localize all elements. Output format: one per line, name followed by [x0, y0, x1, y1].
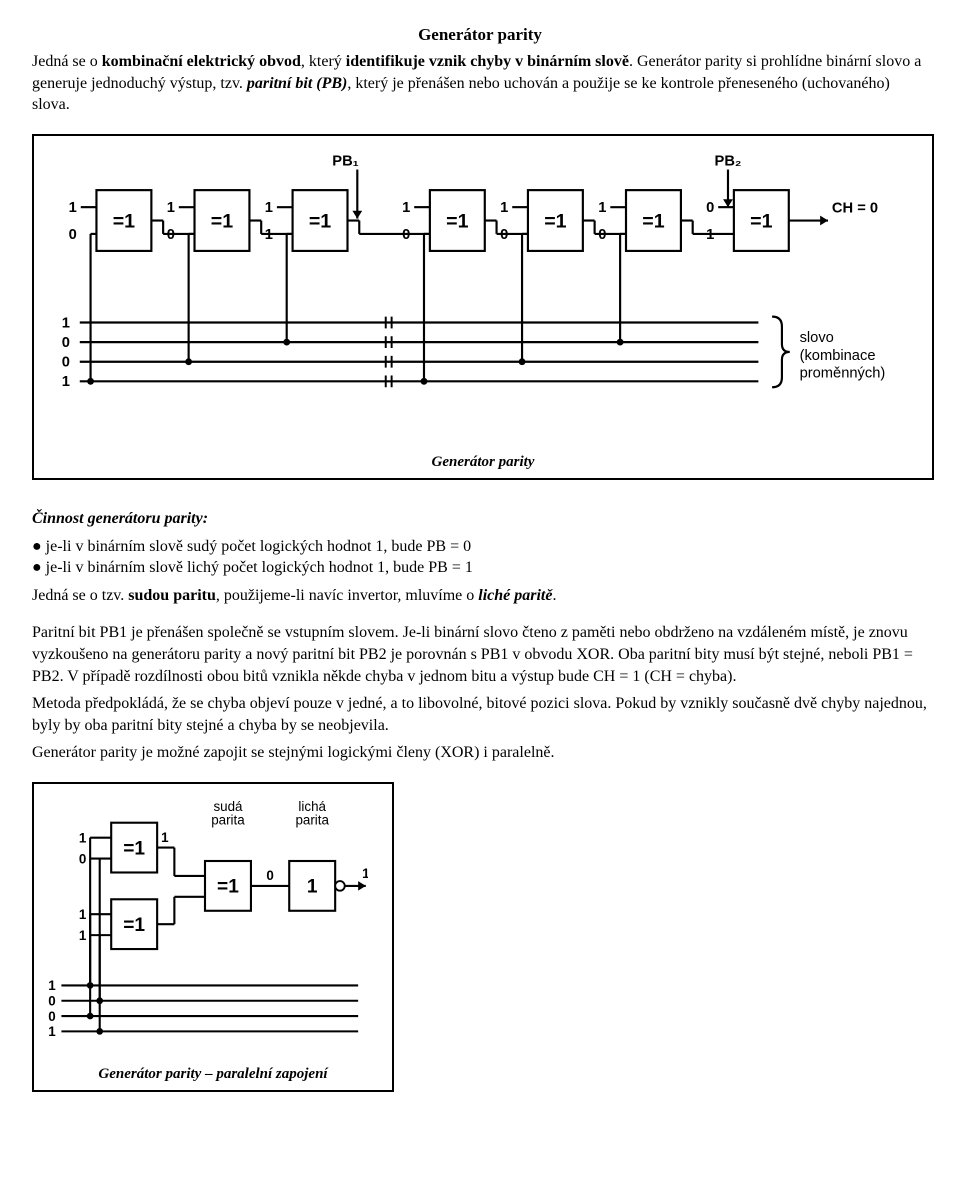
figure-2-svg: =1=1=11sudáparitalicháparita10111011001 — [42, 794, 368, 1062]
activity-l3b: sudou paritu — [128, 587, 216, 604]
svg-text:1: 1 — [402, 200, 410, 216]
intro-t1c: , který — [301, 53, 346, 70]
svg-text:1: 1 — [62, 374, 70, 390]
svg-text:0: 0 — [598, 227, 606, 243]
svg-text:1: 1 — [167, 200, 175, 216]
svg-text:1: 1 — [706, 227, 714, 243]
svg-text:parita: parita — [295, 813, 329, 828]
svg-text:1: 1 — [598, 200, 606, 216]
svg-text:1: 1 — [48, 978, 56, 993]
svg-text:=1: =1 — [123, 915, 145, 936]
svg-text:1: 1 — [79, 928, 87, 943]
intro-t1f: paritní bit (PB) — [247, 75, 347, 92]
explain-p1: Paritní bit PB1 je přenášen společně se … — [32, 622, 928, 687]
svg-text:1: 1 — [307, 876, 318, 897]
activity-b2: je-li v binárním slově lichý počet logic… — [32, 557, 928, 579]
figure-1: =1 =1 =1 =1 =1 =1 =1 1 1 1 1 1 1 0 0 0 1 0 0 0 1 PB₁ PB₂ CH = 0… — [32, 134, 934, 480]
figure-1-svg: =1 =1 =1 =1 =1 =1 =1 1 1 1 1 1 1 0 0 0 1 0 0 0 1 PB₁ PB₂ CH = 0… — [42, 146, 906, 450]
activity-heading: Činnost generátoru parity: — [32, 508, 928, 530]
svg-text:=1: =1 — [544, 210, 566, 232]
svg-text:=1: =1 — [211, 210, 233, 232]
svg-text:PB₁: PB₁ — [332, 153, 358, 169]
svg-text:1: 1 — [265, 227, 273, 243]
svg-text:0: 0 — [266, 868, 273, 883]
svg-text:0: 0 — [62, 335, 70, 351]
svg-text:=1: =1 — [217, 876, 239, 897]
figure-1-caption: Generátor parity — [42, 452, 924, 472]
svg-text:=1: =1 — [642, 210, 664, 232]
svg-text:=1: =1 — [309, 210, 331, 232]
svg-text:1: 1 — [69, 200, 77, 216]
svg-text:0: 0 — [706, 200, 714, 216]
activity-bullets: je-li v binárním slově sudý počet logick… — [32, 536, 928, 579]
svg-text:proměnných): proměnných) — [800, 365, 886, 381]
svg-text:1: 1 — [265, 200, 273, 216]
svg-text:CH = 0: CH = 0 — [832, 200, 878, 216]
page-title: Generátor parity — [32, 24, 928, 47]
svg-text:0: 0 — [500, 227, 508, 243]
activity-l3a: Jedná se o tzv. — [32, 587, 128, 604]
svg-text:1: 1 — [62, 315, 70, 331]
svg-text:slovo: slovo — [800, 330, 834, 346]
svg-text:=1: =1 — [123, 838, 145, 859]
intro-paragraph: Jedná se o kombinační elektrický obvod, … — [32, 51, 928, 116]
svg-text:0: 0 — [69, 227, 77, 243]
intro-t1b: kombinační elektrický obvod — [102, 53, 301, 70]
svg-text:(kombinace: (kombinace — [800, 347, 876, 363]
svg-text:PB₂: PB₂ — [715, 153, 742, 169]
figure-2-caption: Generátor parity – paralelní zapojení — [42, 1064, 384, 1084]
activity-l3e: . — [552, 587, 556, 604]
svg-text:0: 0 — [48, 993, 55, 1008]
svg-text:0: 0 — [167, 227, 175, 243]
svg-text:=1: =1 — [750, 210, 772, 232]
svg-text:parita: parita — [211, 813, 245, 828]
svg-text:0: 0 — [402, 227, 410, 243]
intro-t1d: identifikuje vznik chyby v binárním slov… — [346, 53, 629, 70]
activity-l3d: liché paritě — [478, 587, 552, 604]
svg-text:1: 1 — [161, 830, 169, 845]
figure-2: =1=1=11sudáparitalicháparita10111011001 … — [32, 782, 394, 1092]
svg-text:1: 1 — [500, 200, 508, 216]
intro-t1a: Jedná se o — [32, 53, 102, 70]
svg-text:=1: =1 — [446, 210, 468, 232]
svg-text:1: 1 — [79, 907, 87, 922]
explain-p3: Generátor parity je možné zapojit se ste… — [32, 742, 928, 764]
svg-text:0: 0 — [79, 851, 86, 866]
activity-b1: je-li v binárním slově sudý počet logick… — [32, 536, 928, 558]
svg-text:=1: =1 — [113, 210, 135, 232]
activity-l3: Jedná se o tzv. sudou paritu, použijeme-… — [32, 585, 928, 607]
explain-p2: Metoda předpokládá, že se chyba objeví p… — [32, 693, 928, 736]
activity-l3c: , použijeme-li navíc invertor, mluvíme o — [216, 587, 478, 604]
svg-text:1: 1 — [48, 1024, 56, 1039]
svg-text:0: 0 — [48, 1009, 55, 1024]
svg-text:1: 1 — [362, 866, 368, 881]
svg-text:0: 0 — [62, 354, 70, 370]
svg-text:1: 1 — [79, 830, 87, 845]
